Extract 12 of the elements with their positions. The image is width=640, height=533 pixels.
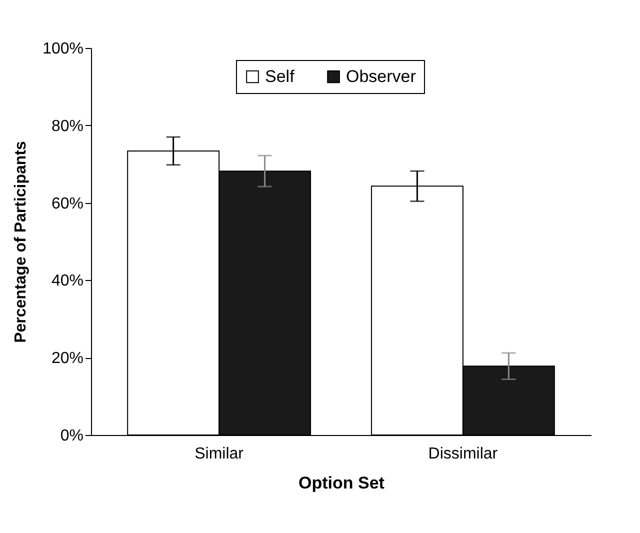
y-tick-label: 20% xyxy=(51,350,84,368)
y-tick-label: 0% xyxy=(60,428,84,444)
y-tick-label: 60% xyxy=(51,195,84,212)
y-tick-label: 100% xyxy=(42,40,84,58)
legend-label: Self xyxy=(265,66,295,86)
x-tick-label: Similar xyxy=(194,446,244,462)
y-axis-title: Percentage of Participants xyxy=(12,140,30,343)
x-axis-title: Option Set xyxy=(298,474,385,492)
legend-label: Observer xyxy=(346,66,416,86)
y-tick-label: 80% xyxy=(51,118,84,135)
y-tick-label: 40% xyxy=(51,272,84,290)
x-tick-label: Dissimilar xyxy=(428,446,498,462)
